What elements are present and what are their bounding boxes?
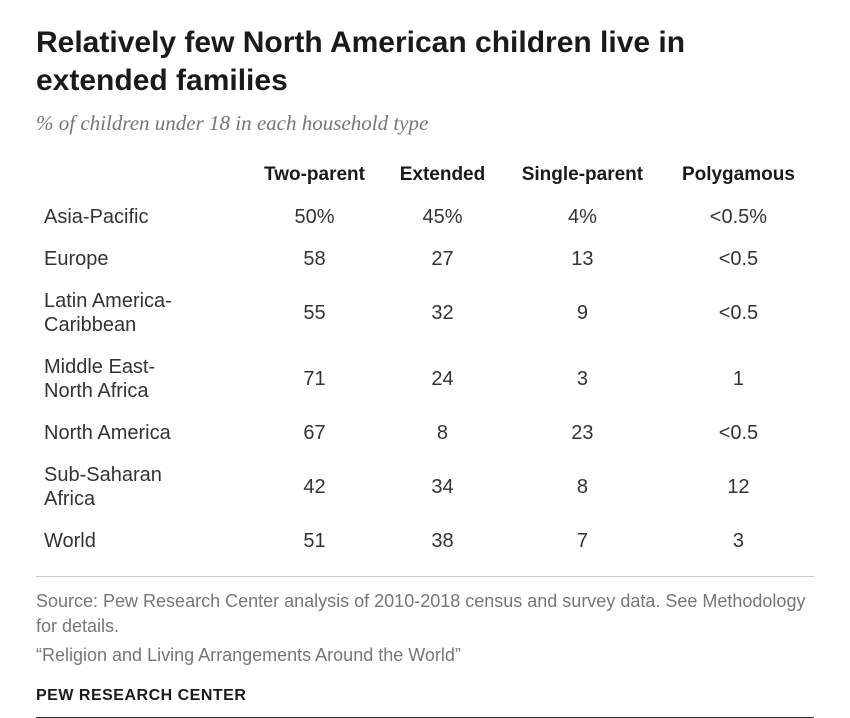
cell: 32 xyxy=(383,280,502,346)
row-label: World xyxy=(36,520,246,562)
cell: 34 xyxy=(383,454,502,520)
source-section: Source: Pew Research Center analysis of … xyxy=(36,576,814,705)
cell: 55 xyxy=(246,280,383,346)
cell: 3 xyxy=(502,346,663,412)
cell: 45% xyxy=(383,196,502,238)
row-label: Asia-Pacific xyxy=(36,196,246,238)
figure-subtitle: % of children under 18 in each household… xyxy=(36,111,814,136)
row-label: North America xyxy=(36,412,246,454)
cell: 12 xyxy=(663,454,814,520)
row-label: Middle East-North Africa xyxy=(36,346,246,412)
cell: 38 xyxy=(383,520,502,562)
cell: 42 xyxy=(246,454,383,520)
table-header-col: Single-parent xyxy=(502,158,663,196)
table-row: Sub-SaharanAfrica 42 34 8 12 xyxy=(36,454,814,520)
row-label: Europe xyxy=(36,238,246,280)
report-text: “Religion and Living Arrangements Around… xyxy=(36,643,814,668)
cell: 50% xyxy=(246,196,383,238)
cell: 1 xyxy=(663,346,814,412)
cell: 7 xyxy=(502,520,663,562)
table-body: Asia-Pacific 50% 45% 4% <0.5% Europe 58 … xyxy=(36,196,814,562)
cell: <0.5 xyxy=(663,238,814,280)
source-text: Source: Pew Research Center analysis of … xyxy=(36,589,814,639)
cell: 67 xyxy=(246,412,383,454)
cell: 8 xyxy=(502,454,663,520)
table-row: Middle East-North Africa 71 24 3 1 xyxy=(36,346,814,412)
cell: 8 xyxy=(383,412,502,454)
table-row: Asia-Pacific 50% 45% 4% <0.5% xyxy=(36,196,814,238)
figure-title: Relatively few North American children l… xyxy=(36,24,814,99)
cell: 58 xyxy=(246,238,383,280)
table-header-col: Two-parent xyxy=(246,158,383,196)
row-label: Latin America-Caribbean xyxy=(36,280,246,346)
table-header-col: Extended xyxy=(383,158,502,196)
cell: 23 xyxy=(502,412,663,454)
org-name: PEW RESEARCH CENTER xyxy=(36,687,814,705)
table-row: Europe 58 27 13 <0.5 xyxy=(36,238,814,280)
cell: 9 xyxy=(502,280,663,346)
cell: <0.5 xyxy=(663,280,814,346)
table-header-blank xyxy=(36,158,246,196)
table-header-col: Polygamous xyxy=(663,158,814,196)
row-label: Sub-SaharanAfrica xyxy=(36,454,246,520)
table-figure: Relatively few North American children l… xyxy=(36,24,814,718)
table-row: North America 67 8 23 <0.5 xyxy=(36,412,814,454)
table-row: Latin America-Caribbean 55 32 9 <0.5 xyxy=(36,280,814,346)
cell: 51 xyxy=(246,520,383,562)
cell: <0.5% xyxy=(663,196,814,238)
cell: 13 xyxy=(502,238,663,280)
cell: 24 xyxy=(383,346,502,412)
table-row: World 51 38 7 3 xyxy=(36,520,814,562)
cell: 3 xyxy=(663,520,814,562)
cell: 71 xyxy=(246,346,383,412)
table-header-row: Two-parent Extended Single-parent Polyga… xyxy=(36,158,814,196)
cell: 27 xyxy=(383,238,502,280)
cell: <0.5 xyxy=(663,412,814,454)
cell: 4% xyxy=(502,196,663,238)
data-table: Two-parent Extended Single-parent Polyga… xyxy=(36,158,814,562)
